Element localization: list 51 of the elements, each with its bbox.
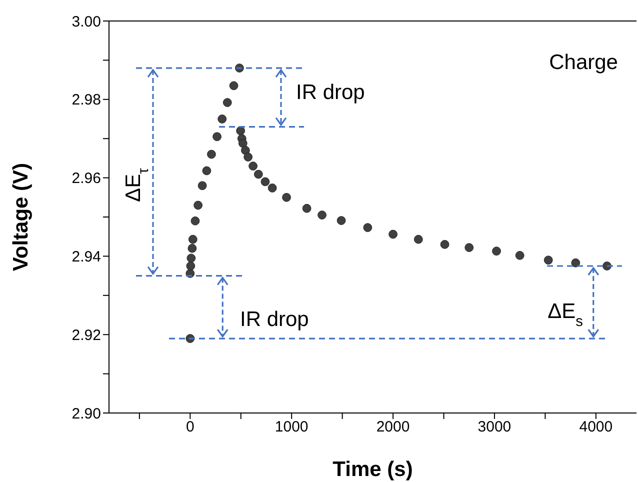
point [212, 132, 222, 142]
x-tick-label: 4000 [579, 418, 613, 436]
annotation: Charge [549, 51, 618, 74]
point [492, 246, 501, 256]
x-tick-label: 3000 [478, 418, 512, 436]
y-tick-label: 3.00 [72, 13, 101, 30]
y-tick-label: 2.98 [72, 92, 101, 109]
point [202, 166, 212, 176]
point [464, 243, 474, 252]
point [238, 138, 248, 148]
point [188, 234, 198, 244]
point [282, 192, 291, 202]
y-tick-label: 2.94 [72, 248, 101, 266]
point [198, 181, 207, 190]
x-tick-label: 2000 [376, 418, 410, 436]
point [363, 223, 372, 232]
x-axis-title: Time (s) [332, 458, 413, 481]
point [544, 256, 553, 265]
point [207, 150, 216, 159]
annotation: ΔE$_{s}$ [548, 300, 583, 330]
x-tick-label: 0 [186, 418, 194, 436]
y-tick-label: 2.90 [72, 405, 101, 422]
point [318, 210, 326, 220]
point [515, 250, 524, 260]
point [254, 170, 263, 179]
annotation: IR drop [296, 81, 365, 104]
point [414, 234, 423, 244]
annotation: IR drop [240, 308, 309, 331]
point [336, 216, 346, 225]
point [248, 162, 258, 170]
point [186, 262, 196, 270]
point [244, 152, 253, 162]
point [218, 114, 227, 124]
point [260, 177, 270, 186]
point [222, 98, 232, 107]
point [388, 230, 398, 239]
point [240, 146, 250, 155]
point [440, 240, 450, 249]
point [194, 200, 203, 210]
y-tick-label: 2.92 [72, 326, 101, 344]
point [236, 126, 246, 136]
y-axis-title: Voltage (V) [9, 162, 32, 272]
point [571, 258, 580, 268]
point [188, 244, 197, 253]
x-tick-label: 1000 [274, 418, 308, 436]
point [190, 216, 200, 226]
point [302, 204, 312, 213]
y-tick-label: 2.96 [72, 170, 101, 188]
point [186, 254, 196, 263]
point [268, 184, 277, 192]
point [229, 81, 238, 90]
